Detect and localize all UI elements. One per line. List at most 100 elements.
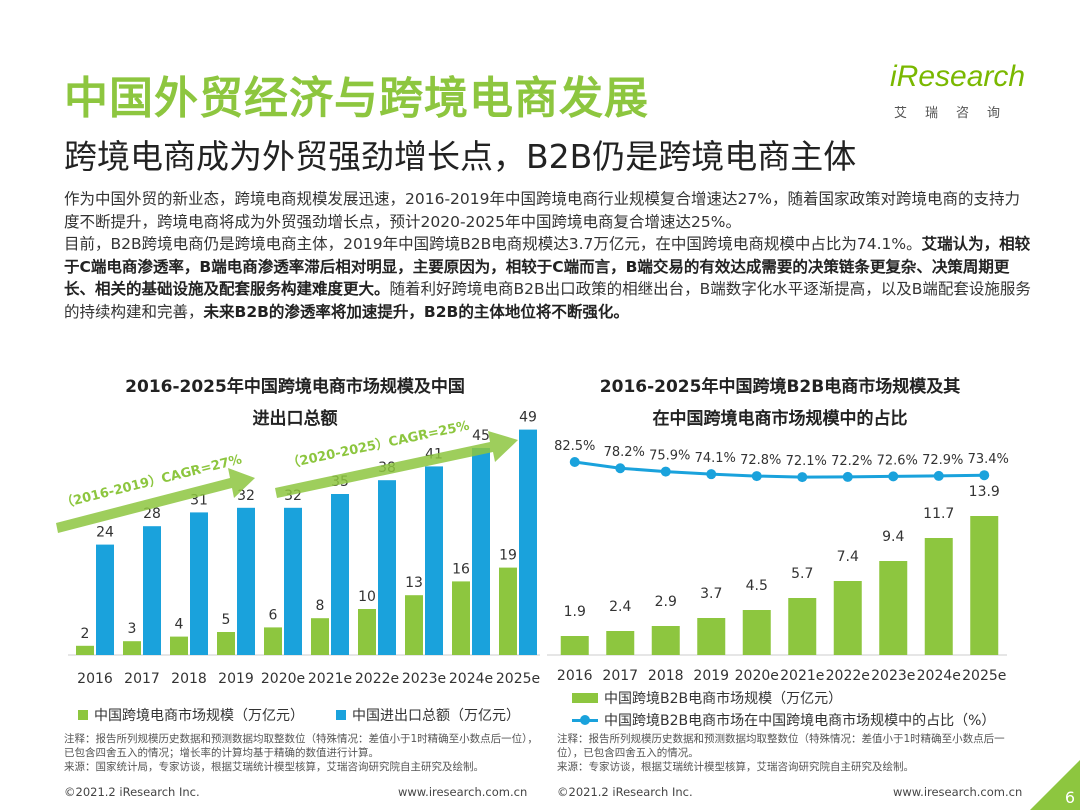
left-bar-cbec-label: 2 <box>81 626 90 642</box>
legend-blue-swatch <box>336 710 346 720</box>
right-bar-b2b <box>606 631 635 655</box>
left-bar-cbec <box>405 595 423 655</box>
left-cagr-arrow-2 <box>275 431 518 498</box>
right-share-point <box>569 457 580 467</box>
left-bar-trade <box>143 526 161 655</box>
legend-left-series-2: 中国进出口总额（万亿元） <box>352 708 520 724</box>
left-chart-title-line1: 2016-2025年中国跨境电商市场规模及中国 <box>125 377 465 397</box>
right-bar-label: 11.7 <box>923 506 954 522</box>
left-bar-trade <box>378 480 396 655</box>
body-sentence-b: 艾瑞认为，相较于C端电商渗透率，B端电商渗透率滞后相对明显，主要原因为，相较于C… <box>64 235 1031 298</box>
left-bar-trade <box>237 507 255 655</box>
left-bar-trade <box>190 512 208 655</box>
right-share-point <box>797 472 808 483</box>
right-chart: 1.9 2016 2.4 2017 2.9 2018 3.7 2019 4.5 2020e 5.7 2… <box>547 439 1009 684</box>
right-bar-label: 7.4 <box>837 549 859 565</box>
right-share-label: 72.2% <box>831 454 872 469</box>
left-bar-cbec <box>264 627 282 655</box>
right-bar-b2b <box>833 581 862 655</box>
right-bar-b2b <box>560 636 589 655</box>
right-bar-b2b <box>651 626 680 655</box>
right-bar-label: 1.9 <box>564 604 586 620</box>
right-share-label: 72.1% <box>786 454 827 469</box>
left-bar-cbec-label: 6 <box>269 607 278 623</box>
right-note: 注释：报告所列规模历史数据和预测数据均取整数位（特殊情况：差值小于1时精确至小数… <box>557 732 1027 774</box>
right-x-tick-label: 2024e <box>917 668 961 684</box>
footer-copyright-right: ©2021.2 iResearch Inc. <box>557 785 693 799</box>
body-text: 作为中国外贸的新业态，跨境电商规模发展迅速，2016-2019年中国跨境电商行业… <box>64 188 1034 323</box>
left-bar-cbec-label: 10 <box>358 589 376 605</box>
left-x-tick-label: 2023e <box>402 671 446 687</box>
right-bar-label: 9.4 <box>882 529 904 545</box>
right-share-point <box>706 469 717 480</box>
legend-green-swatch <box>78 710 88 720</box>
right-legend-bar: 中国跨境B2B电商市场规模（万亿元） <box>572 688 842 708</box>
right-x-tick-label: 2018 <box>648 668 684 684</box>
left-bar-trade-label: 45 <box>472 428 490 444</box>
right-bar-label: 2.9 <box>655 594 677 610</box>
left-x-tick-label: 2019 <box>218 671 254 687</box>
left-x-tick-label: 2016 <box>77 671 113 687</box>
left-bar-cbec-label: 4 <box>175 617 184 633</box>
left-x-tick-label: 2021e <box>308 671 352 687</box>
right-x-tick-label: 2023e <box>871 668 915 684</box>
footer-copyright-left: ©2021.2 iResearch Inc. <box>64 785 200 799</box>
left-bar-cbec-label: 3 <box>128 621 137 637</box>
left-bar-trade <box>284 507 302 655</box>
right-x-tick-label: 2019 <box>693 668 729 684</box>
right-chart-title: 2016-2025年中国跨境B2B电商市场规模及其 在中国跨境电商市场规模中的占… <box>545 371 1015 435</box>
legend-left-series-1: 中国跨境电商市场规模（万亿元） <box>94 708 304 724</box>
right-bar-b2b <box>788 598 817 655</box>
right-bar-b2b <box>970 516 999 655</box>
left-bar-cbec-label: 5 <box>222 612 231 628</box>
right-share-line <box>574 460 985 479</box>
left-bar-cbec <box>358 609 376 655</box>
body-sentence-d: 未来B2B的渗透率将加速提升，B2B的主体地位将不断强化。 <box>203 302 629 321</box>
legend-bar-swatch <box>572 693 598 703</box>
right-share-label: 78.2% <box>604 445 645 460</box>
left-x-tick-label: 2024e <box>449 671 493 687</box>
left-bar-cbec <box>217 632 235 655</box>
left-bar-cbec <box>123 641 141 655</box>
footer-url-right: www.iresearch.com.cn <box>893 785 1023 799</box>
logo-cn-text: 艾瑞咨询 <box>894 106 1019 121</box>
right-chart-title-line1: 2016-2025年中国跨境B2B电商市场规模及其 <box>599 377 961 397</box>
left-bar-cbec <box>170 636 188 655</box>
right-bar-label: 13.9 <box>969 484 1000 500</box>
left-bar-cbec-label: 8 <box>316 598 325 614</box>
right-share-label: 74.1% <box>695 451 736 466</box>
right-bar-b2b <box>879 561 908 655</box>
left-bar-cbec-label: 19 <box>499 548 517 564</box>
right-bar-label: 4.5 <box>746 578 768 594</box>
left-bar-trade <box>96 544 114 655</box>
left-bar-trade-label: 32 <box>237 488 255 504</box>
right-share-label: 72.9% <box>922 453 963 468</box>
logo-text: iResearch <box>890 60 1026 93</box>
iresearch-logo: iResearch 艾瑞咨询 <box>890 58 1040 121</box>
left-bar-cbec-label: 13 <box>405 575 423 591</box>
right-bar-b2b <box>742 610 771 655</box>
left-bar-cbec <box>452 581 470 655</box>
left-x-tick-label: 2025e <box>496 671 540 687</box>
right-share-label: 72.8% <box>740 453 781 468</box>
right-source-text: 来源：专家访谈，根据艾瑞统计模型核算，艾瑞咨询研究院自主研究及绘制。 <box>557 761 914 773</box>
corner-triangle <box>1030 760 1080 810</box>
left-source-text: 来源：国家统计局，专家访谈，根据艾瑞统计模型核算，艾瑞咨询研究院自主研究及绘制。 <box>64 761 484 773</box>
left-note-text: 注释：报告所列规模历史数据和预测数据均取整数位（特殊情况：差值小于1时精确至小数… <box>64 733 538 759</box>
right-share-point <box>933 470 944 481</box>
left-bar-cbec-label: 16 <box>452 561 470 577</box>
left-bar-cbec <box>499 567 517 655</box>
left-legend: 中国跨境电商市场规模（万亿元） 中国进出口总额（万亿元） <box>78 705 520 725</box>
right-share-point <box>979 470 990 481</box>
left-chart-title: 2016-2025年中国跨境电商市场规模及中国 进出口总额 <box>60 371 530 435</box>
right-share-point <box>660 466 671 477</box>
right-x-tick-label: 2020e <box>735 668 779 684</box>
left-x-tick-label: 2017 <box>124 671 160 687</box>
left-bar-cbec <box>76 645 94 655</box>
body-sentence-a: 目前，B2B跨境电商仍是跨境电商主体，2019年中国跨境B2B电商规模达3.7万… <box>64 235 922 253</box>
body-paragraph-2: 目前，B2B跨境电商仍是跨境电商主体，2019年中国跨境B2B电商规模达3.7万… <box>64 233 1034 323</box>
footer-url-left: www.iresearch.com.cn <box>398 785 528 799</box>
right-share-point <box>615 463 626 474</box>
left-bar-trade-label: 28 <box>143 506 161 522</box>
legend-right-series-2: 中国跨境B2B电商市场在中国跨境电商市场规模中的占比（%） <box>604 713 996 729</box>
